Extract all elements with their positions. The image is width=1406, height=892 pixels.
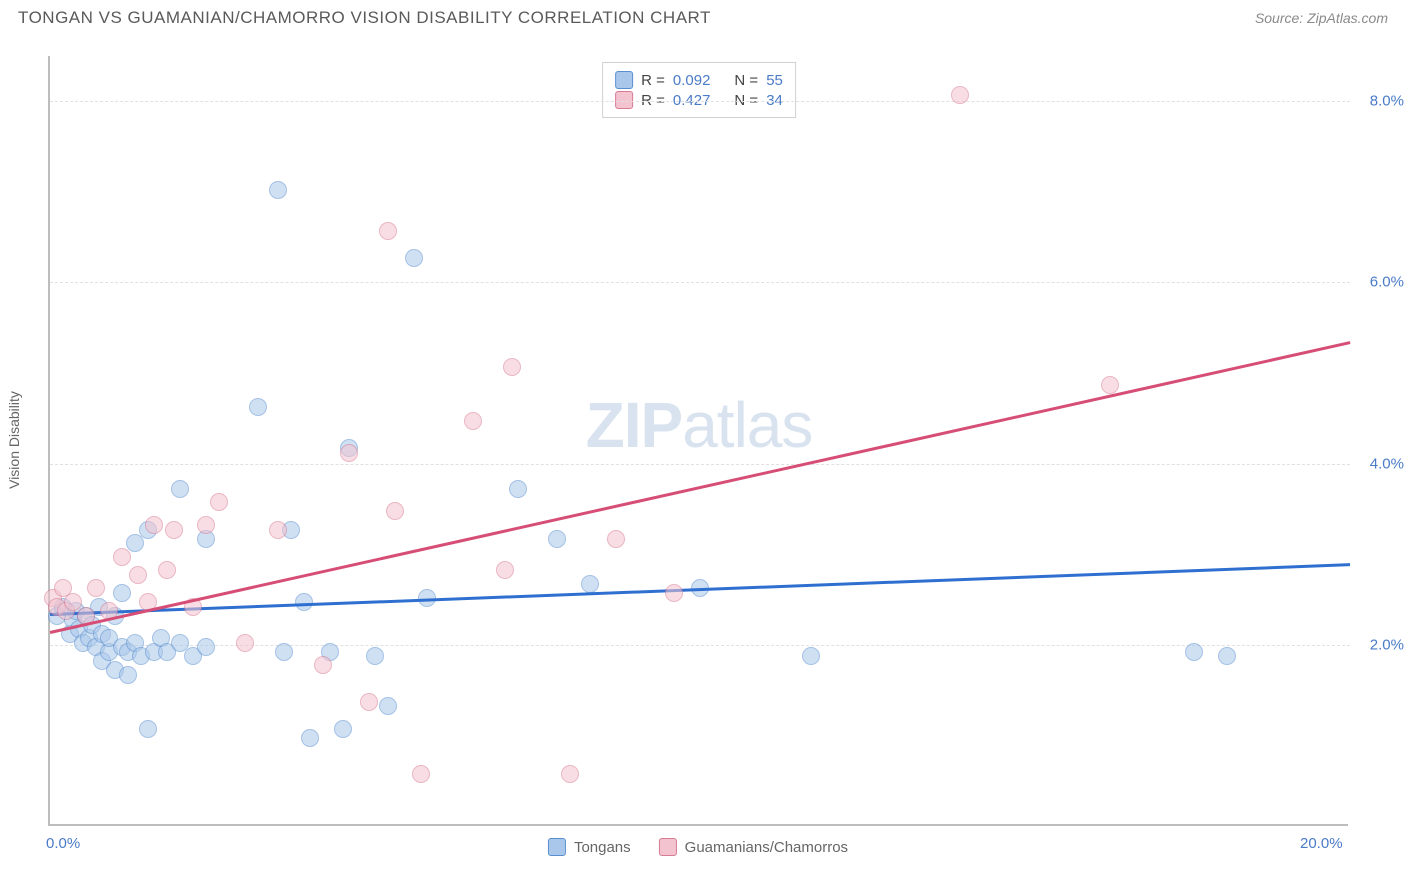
data-point (119, 666, 137, 684)
data-point (269, 181, 287, 199)
legend-n-value: 34 (766, 92, 783, 109)
data-point (269, 521, 287, 539)
legend-swatch (548, 838, 566, 856)
y-tick-label: 4.0% (1370, 455, 1404, 472)
data-point (1218, 647, 1236, 665)
data-point (126, 534, 144, 552)
y-tick-label: 6.0% (1370, 274, 1404, 291)
data-point (405, 249, 423, 267)
watermark: ZIPatlas (586, 388, 813, 462)
data-point (275, 643, 293, 661)
data-point (129, 566, 147, 584)
data-point (496, 561, 514, 579)
data-point (581, 575, 599, 593)
legend-r-label: R = (641, 92, 665, 109)
data-point (360, 693, 378, 711)
data-point (113, 584, 131, 602)
legend-r-value: 0.427 (673, 92, 711, 109)
chart-title: TONGAN VS GUAMANIAN/CHAMORRO VISION DISA… (18, 8, 711, 28)
data-point (171, 480, 189, 498)
data-point (113, 548, 131, 566)
data-point (412, 765, 430, 783)
legend-row: R = 0.092 N = 55 (615, 71, 783, 89)
data-point (197, 638, 215, 656)
data-point (951, 86, 969, 104)
x-tick-label: 20.0% (1300, 835, 1343, 852)
data-point (314, 656, 332, 674)
data-point (340, 444, 358, 462)
data-point (802, 647, 820, 665)
legend-n-value: 55 (766, 72, 783, 89)
data-point (145, 516, 163, 534)
legend-r-value: 0.092 (673, 72, 711, 89)
data-point (1101, 376, 1119, 394)
data-point (334, 720, 352, 738)
data-point (165, 521, 183, 539)
data-point (503, 358, 521, 376)
legend-swatch (659, 838, 677, 856)
legend-swatch (615, 71, 633, 89)
data-point (139, 720, 157, 738)
chart-header: TONGAN VS GUAMANIAN/CHAMORRO VISION DISA… (0, 0, 1406, 32)
gridline (50, 282, 1350, 283)
correlation-legend: R = 0.092 N = 55 R = 0.427 N = 34 (602, 62, 796, 118)
legend-n-label: N = (734, 92, 758, 109)
scatter-chart: ZIPatlas R =0.092N =55R =0.427N =34 Visi… (48, 56, 1348, 826)
data-point (379, 697, 397, 715)
data-point (301, 729, 319, 747)
data-point (236, 634, 254, 652)
series-legend-item: Tongans (548, 838, 631, 856)
legend-r-label: R = (641, 72, 665, 89)
data-point (210, 493, 228, 511)
series-name: Tongans (574, 839, 631, 856)
legend-n-label: N = (734, 72, 758, 89)
gridline (50, 101, 1350, 102)
y-axis-label: Vision Disability (6, 391, 22, 489)
data-point (197, 516, 215, 534)
y-tick-label: 2.0% (1370, 636, 1404, 653)
data-point (509, 480, 527, 498)
plot-area: ZIPatlas R =0.092N =55R =0.427N =34 Visi… (48, 56, 1348, 826)
x-tick-label: 0.0% (46, 835, 80, 852)
series-legend: Tongans Guamanians/Chamorros (548, 838, 848, 856)
gridline (50, 464, 1350, 465)
legend-row: R = 0.427 N = 34 (615, 91, 783, 109)
data-point (249, 398, 267, 416)
data-point (87, 579, 105, 597)
data-point (464, 412, 482, 430)
series-name: Guamanians/Chamorros (685, 839, 848, 856)
data-point (665, 584, 683, 602)
data-point (386, 502, 404, 520)
series-legend-item: Guamanians/Chamorros (659, 838, 848, 856)
data-point (366, 647, 384, 665)
data-point (1185, 643, 1203, 661)
source-attribution: Source: ZipAtlas.com (1255, 10, 1388, 26)
data-point (158, 561, 176, 579)
data-point (561, 765, 579, 783)
data-point (607, 530, 625, 548)
legend-swatch (615, 91, 633, 109)
data-point (548, 530, 566, 548)
data-point (379, 222, 397, 240)
y-tick-label: 8.0% (1370, 93, 1404, 110)
